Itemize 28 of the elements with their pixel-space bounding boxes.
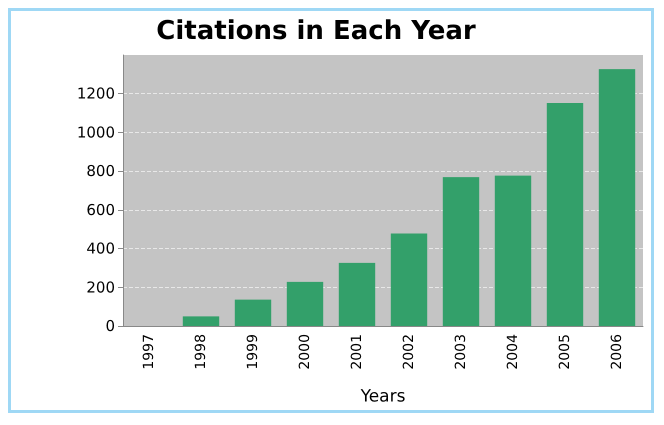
x-tick-label: 1998 bbox=[193, 334, 209, 370]
chart-title: Citations in Each Year bbox=[156, 16, 476, 46]
bar bbox=[442, 177, 480, 326]
x-tick-label: 2001 bbox=[349, 334, 365, 370]
bar bbox=[598, 69, 636, 326]
y-tick-label: 800 bbox=[86, 162, 115, 180]
bar bbox=[546, 103, 584, 326]
x-tick-label: 2005 bbox=[557, 334, 573, 370]
y-tick-label: 400 bbox=[86, 240, 115, 258]
bar bbox=[390, 233, 428, 326]
bar bbox=[182, 316, 220, 326]
bar bbox=[494, 176, 532, 326]
y-tick-label: 600 bbox=[86, 200, 115, 219]
x-axis-title: Years bbox=[360, 386, 406, 406]
x-tick-label: 2002 bbox=[401, 334, 417, 370]
x-tick-label: 1999 bbox=[245, 334, 261, 370]
y-tick-label: 200 bbox=[86, 278, 115, 296]
y-tick-label: 0 bbox=[105, 317, 115, 335]
x-tick-label: 2003 bbox=[453, 334, 469, 370]
bar bbox=[234, 300, 272, 326]
bar bbox=[286, 282, 324, 326]
x-tick-label: 2004 bbox=[505, 334, 521, 370]
bar bbox=[338, 262, 376, 326]
y-tick-label: 1200 bbox=[76, 84, 115, 103]
x-tick-label: 1997 bbox=[141, 334, 157, 370]
x-tick-label: 2000 bbox=[297, 334, 313, 370]
x-tick-label: 2006 bbox=[609, 334, 625, 370]
y-tick-label: 1000 bbox=[76, 123, 115, 142]
